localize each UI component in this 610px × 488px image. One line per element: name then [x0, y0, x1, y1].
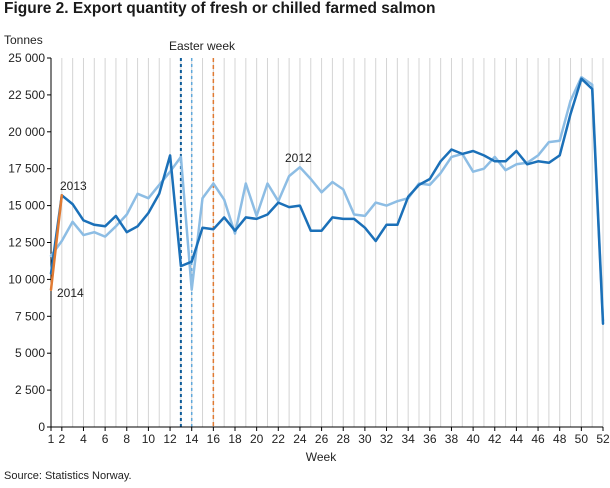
y-tick-label-22500: 22 500 — [8, 88, 45, 102]
x-tick-label-26: 26 — [315, 432, 329, 446]
series-line-2013 — [49, 77, 605, 325]
x-tick-label-38: 38 — [445, 432, 459, 446]
x-tick-label-40: 40 — [466, 432, 480, 446]
x-tick-label-52: 52 — [596, 432, 610, 446]
y-tick-label-7500: 7 500 — [15, 309, 45, 323]
x-tick-label-20: 20 — [250, 432, 264, 446]
x-tick-label-30: 30 — [358, 432, 372, 446]
easter-week-annotation: Easter week — [169, 39, 236, 53]
y-tick-label-17500: 17 500 — [8, 162, 45, 176]
x-tick-label-46: 46 — [531, 432, 545, 446]
source-note: Source: Statistics Norway. — [4, 470, 132, 482]
x-tick-label-2: 2 — [58, 432, 65, 446]
x-tick-label-34: 34 — [401, 432, 415, 446]
x-tick-label-14: 14 — [185, 432, 199, 446]
x-tick-label-8: 8 — [123, 432, 130, 446]
x-tick-label-4: 4 — [80, 432, 87, 446]
x-tick-label-10: 10 — [142, 432, 156, 446]
x-tick-label-12: 12 — [163, 432, 177, 446]
x-tick-label-1: 1 — [48, 432, 55, 446]
x-tick-label-44: 44 — [510, 432, 524, 446]
x-tick-label-16: 16 — [207, 432, 221, 446]
series-label-2013: 2013 — [60, 179, 87, 193]
x-tick-label-6: 6 — [102, 432, 109, 446]
y-tick-label-12500: 12 500 — [8, 236, 45, 250]
x-axis-label: Week — [306, 450, 337, 464]
x-tick-label-48: 48 — [553, 432, 567, 446]
series-label-2014: 2014 — [57, 286, 84, 300]
y-tick-label-20000: 20 000 — [8, 125, 45, 139]
series-line-2012 — [49, 75, 605, 322]
x-tick-label-36: 36 — [423, 432, 437, 446]
y-tick-label-5000: 5 000 — [15, 346, 45, 360]
chart-title: Figure 2. Export quantity of fresh or ch… — [4, 0, 436, 17]
series-line-2014 — [49, 194, 64, 291]
y-tick-label-25000: 25 000 — [8, 51, 45, 65]
x-tick-label-32: 32 — [380, 432, 394, 446]
x-tick-label-18: 18 — [228, 432, 242, 446]
x-tick-label-42: 42 — [488, 432, 502, 446]
x-tick-label-50: 50 — [575, 432, 589, 446]
y-tick-label-2500: 2 500 — [15, 383, 45, 397]
y-axis-label: Tonnes — [4, 33, 43, 47]
series-label-2012: 2012 — [285, 151, 312, 165]
y-tick-label-10000: 10 000 — [8, 272, 45, 286]
x-tick-label-22: 22 — [272, 432, 286, 446]
x-tick-label-28: 28 — [337, 432, 351, 446]
y-tick-label-0: 0 — [38, 420, 45, 434]
y-tick-label-15000: 15 000 — [8, 199, 45, 213]
x-tick-label-24: 24 — [293, 432, 307, 446]
